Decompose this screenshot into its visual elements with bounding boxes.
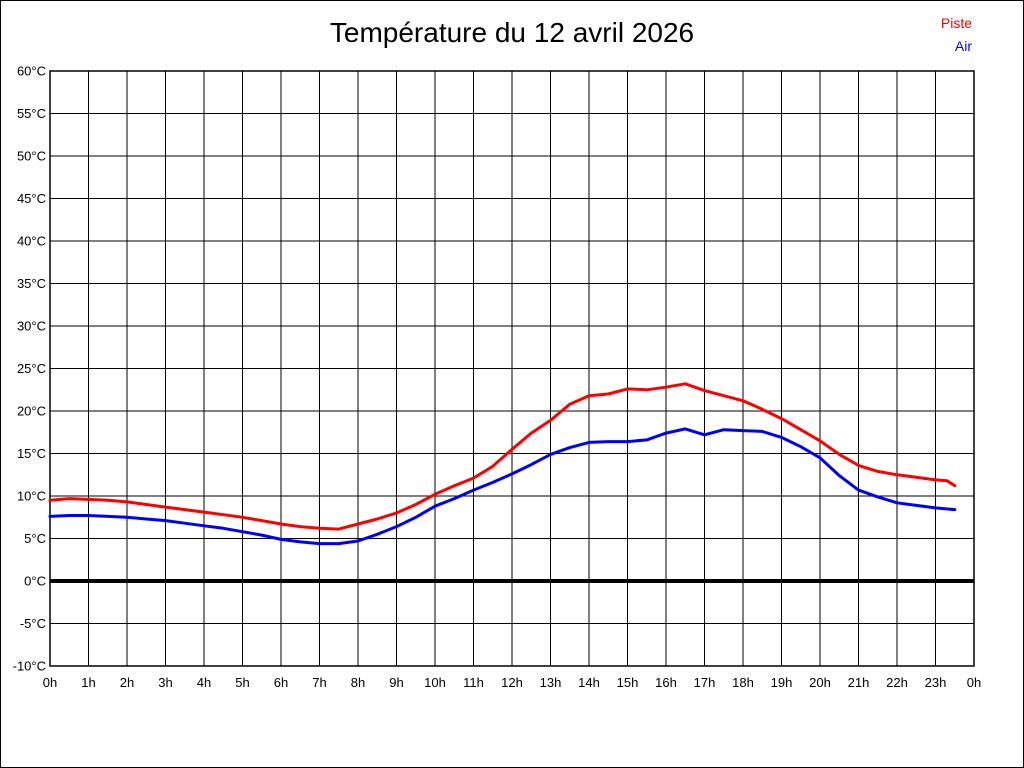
y-axis-tick-label: 50°C — [17, 149, 46, 164]
y-axis-tick-label: 5°C — [24, 531, 46, 546]
x-axis-tick-label: 9h — [389, 675, 403, 690]
x-axis-tick-label: 4h — [197, 675, 211, 690]
x-axis-tick-label: 10h — [424, 675, 446, 690]
x-axis-tick-label: 2h — [120, 675, 134, 690]
x-axis-tick-label: 6h — [274, 675, 288, 690]
x-axis-tick-label: 16h — [655, 675, 677, 690]
y-axis-tick-label: 20°C — [17, 404, 46, 419]
x-axis-tick-label: 23h — [925, 675, 947, 690]
y-axis-tick-label: 45°C — [17, 191, 46, 206]
legend-item-air: Air — [954, 38, 972, 54]
x-axis-tick-label: 8h — [351, 675, 365, 690]
x-axis-tick-label: 17h — [694, 675, 716, 690]
x-axis-tick-label: 14h — [578, 675, 600, 690]
chart-title: Température du 12 avril 2026 — [329, 17, 695, 48]
y-axis-tick-label: -10°C — [13, 659, 46, 674]
y-axis-tick-label: 35°C — [17, 276, 46, 291]
x-axis-tick-label: 5h — [235, 675, 249, 690]
y-axis-tick-label: 60°C — [17, 64, 46, 79]
series-line-air — [48, 427, 957, 546]
x-axis-tick-label: 15h — [617, 675, 639, 690]
y-axis-tick-label: 10°C — [17, 489, 46, 504]
x-axis-tick-label: 11h — [463, 675, 484, 690]
x-axis-tick-label: 22h — [886, 675, 908, 690]
x-axis-tick-label: 20h — [809, 675, 831, 690]
x-axis-tick-label: 21h — [848, 675, 870, 690]
x-axis-tick-label: 0h — [967, 675, 981, 690]
x-axis-tick-label: 0h — [43, 675, 57, 690]
legend: Piste Air — [941, 12, 972, 58]
x-axis-tick-label: 3h — [158, 675, 172, 690]
y-axis-tick-label: 0°C — [24, 574, 46, 589]
plot-border — [49, 70, 975, 667]
y-axis-tick-label: 30°C — [17, 319, 46, 334]
legend-item-piste: Piste — [940, 15, 972, 31]
y-axis-tick-label: 55°C — [17, 106, 46, 121]
y-axis-tick-label: 40°C — [17, 234, 46, 249]
x-axis-tick-label: 7h — [312, 675, 326, 690]
series-line-piste — [48, 382, 957, 531]
x-axis-tick-label: 19h — [771, 675, 793, 690]
x-axis-tick-label: 18h — [732, 675, 754, 690]
x-axis-tick-label: 13h — [540, 675, 562, 690]
y-axis-tick-label: 15°C — [17, 446, 46, 461]
y-axis-tick-label: 25°C — [17, 361, 46, 376]
x-axis-tick-label: 1h — [81, 675, 95, 690]
x-axis-tick-label: 12h — [501, 675, 523, 690]
y-axis-tick-label: -5°C — [20, 616, 46, 631]
